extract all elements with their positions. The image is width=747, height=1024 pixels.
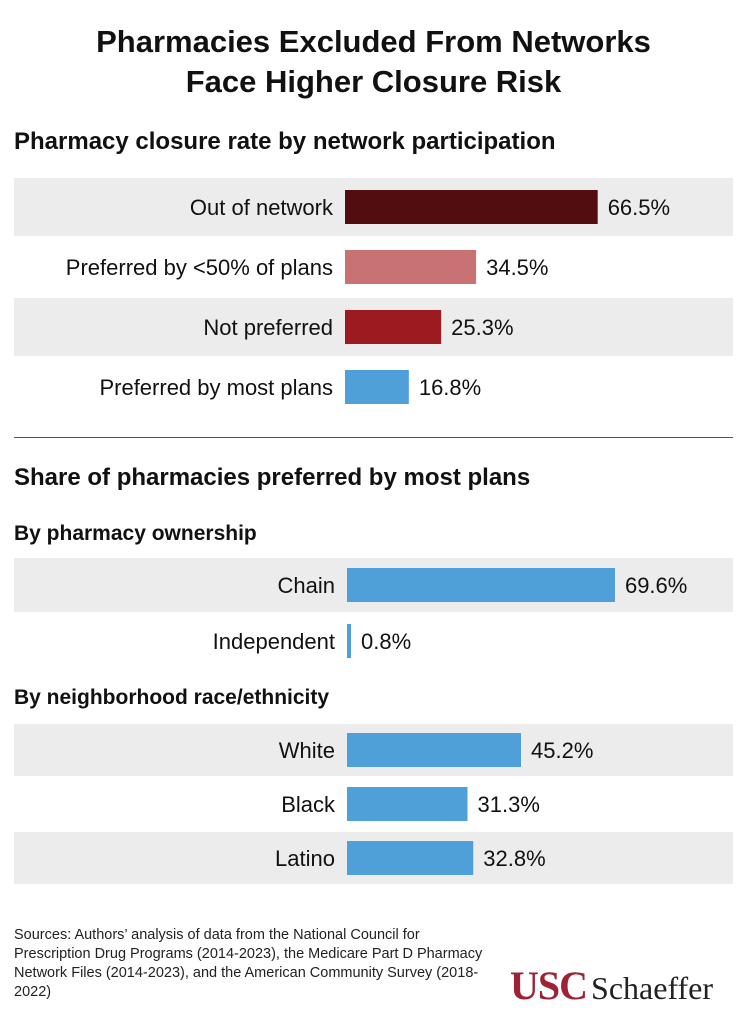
preferred-section-title: Share of pharmacies preferred by most pl… xyxy=(14,464,531,491)
value-label: 31.3% xyxy=(478,792,540,817)
category-label: Black xyxy=(281,792,336,817)
ownership-chart: Chain 69.6% Independent 0.8% xyxy=(14,558,733,658)
category-label: Preferred by most plans xyxy=(99,375,333,400)
ownership-subhead: By pharmacy ownership xyxy=(14,522,257,545)
title-line-2: Face Higher Closure Risk xyxy=(185,64,562,99)
usc-schaeffer-logo: USC Schaeffer xyxy=(510,962,713,1009)
value-label: 16.8% xyxy=(419,375,481,400)
bar xyxy=(345,250,477,284)
category-label: Preferred by <50% of plans xyxy=(66,255,333,280)
category-label: Latino xyxy=(275,846,335,871)
value-label: 66.5% xyxy=(608,195,670,220)
category-label: Independent xyxy=(213,629,335,654)
bar xyxy=(347,841,474,875)
value-label: 0.8% xyxy=(361,629,411,654)
bar xyxy=(347,568,615,602)
category-label: Chain xyxy=(278,573,335,598)
bar xyxy=(345,310,442,344)
bar xyxy=(347,733,522,767)
bar xyxy=(347,787,468,821)
page-title: Pharmacies Excluded From Networks Face H… xyxy=(0,22,747,102)
closure-rate-chart: Out of network 66.5% Preferred by <50% of … xyxy=(14,178,733,404)
value-label: 45.2% xyxy=(531,738,593,763)
race-chart: White 45.2% Black 31.3% Latino 32.8% xyxy=(14,724,733,884)
value-label: 34.5% xyxy=(486,255,548,280)
category-label: Out of network xyxy=(190,195,334,220)
category-label: White xyxy=(279,738,335,763)
value-label: 69.6% xyxy=(625,573,687,598)
logo-usc-text: USC xyxy=(510,963,588,1008)
bar xyxy=(347,624,351,658)
value-label: 25.3% xyxy=(451,315,513,340)
bar xyxy=(345,190,598,224)
bar xyxy=(345,370,409,404)
closure-section-title: Pharmacy closure rate by network partici… xyxy=(14,128,556,155)
sources-note: Sources: Authors’ analysis of data from … xyxy=(14,927,483,1000)
value-label: 32.8% xyxy=(483,846,545,871)
bar-charts: Out of network 66.5% Preferred by <50% of … xyxy=(14,178,733,884)
race-subhead: By neighborhood race/ethnicity xyxy=(14,686,330,709)
title-line-1: Pharmacies Excluded From Networks xyxy=(96,24,651,59)
section-divider xyxy=(14,437,733,438)
logo-schaeffer-text: Schaeffer xyxy=(591,970,714,1006)
category-label: Not preferred xyxy=(203,315,333,340)
